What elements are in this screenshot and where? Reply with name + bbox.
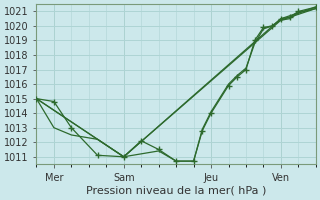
X-axis label: Pression niveau de la mer( hPa ): Pression niveau de la mer( hPa ) <box>86 186 266 196</box>
